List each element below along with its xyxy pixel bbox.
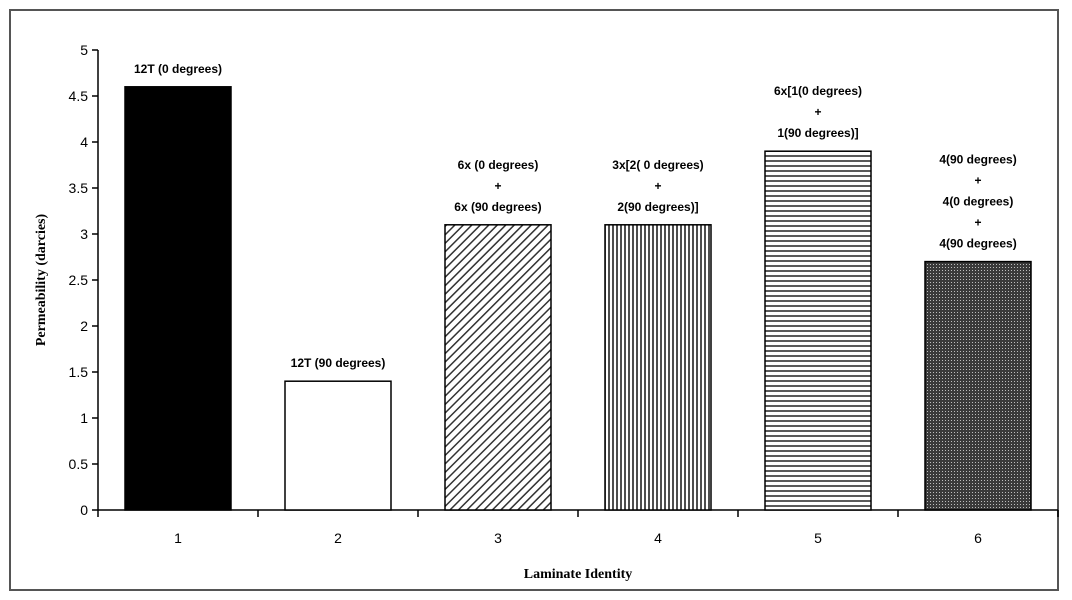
bar-4 — [604, 224, 712, 511]
x-tick-label: 4 — [654, 530, 662, 546]
y-tick-label: 1.5 — [69, 364, 89, 380]
bar-6 — [924, 260, 1032, 511]
y-tick-label: 4 — [80, 134, 88, 150]
x-axis: 1 2 3 4 5 6 — [97, 509, 1059, 546]
bar-annotation: + — [814, 105, 821, 119]
y-axis: 0 0.5 1 1.5 2 2.5 3 3.5 4 4.5 5 — [69, 42, 99, 518]
bar-annotation: 6x (0 degrees) — [458, 158, 539, 172]
bar-annotation: 1(90 degrees)] — [777, 126, 858, 140]
x-tick-label: 5 — [814, 530, 822, 546]
y-tick-label: 3.5 — [69, 180, 89, 196]
bar-annotation: + — [654, 179, 661, 193]
bar-2 — [284, 380, 392, 511]
y-tick-label: 0 — [80, 502, 88, 518]
bar-annotation: + — [974, 174, 981, 188]
y-tick-label: 2.5 — [69, 272, 89, 288]
y-tick-label: 0.5 — [69, 456, 89, 472]
bar-annotation: 6x[1(0 degrees) — [774, 84, 862, 98]
y-tick-label: 1 — [80, 410, 88, 426]
bar-1 — [124, 86, 232, 511]
x-tick-label: 2 — [334, 530, 342, 546]
y-tick-label: 3 — [80, 226, 88, 242]
y-tick-label: 2 — [80, 318, 88, 334]
bar-annotation: 4(90 degrees) — [939, 153, 1016, 167]
bar-annotation: 4(0 degrees) — [943, 195, 1014, 209]
bar-annotation: 12T (0 degrees) — [134, 62, 222, 76]
bars — [124, 86, 1032, 511]
bar-3 — [444, 224, 552, 511]
x-tick-label: 1 — [174, 530, 182, 546]
x-axis-title: Laminate Identity — [524, 567, 633, 582]
bar-annotation: 2(90 degrees)] — [617, 200, 698, 214]
x-tick-label: 3 — [494, 530, 502, 546]
bar-annotation: 4(90 degrees) — [939, 237, 1016, 251]
bar-5 — [764, 150, 872, 511]
bar-annotation: 6x (90 degrees) — [454, 200, 541, 214]
bar-annotation: + — [974, 216, 981, 230]
bar-annotation: 12T (90 degrees) — [291, 356, 386, 370]
y-tick-label: 5 — [80, 42, 88, 58]
bar-annotation: 3x[2( 0 degrees) — [612, 158, 703, 172]
x-tick-label: 6 — [974, 530, 982, 546]
bar-annotations: 12T (0 degrees) 12T (90 degrees) 6x (0 deg… — [134, 62, 1017, 370]
y-axis-title: Permeability (darcies) — [34, 214, 49, 347]
y-tick-label: 4.5 — [69, 88, 89, 104]
bar-annotation: + — [494, 179, 501, 193]
